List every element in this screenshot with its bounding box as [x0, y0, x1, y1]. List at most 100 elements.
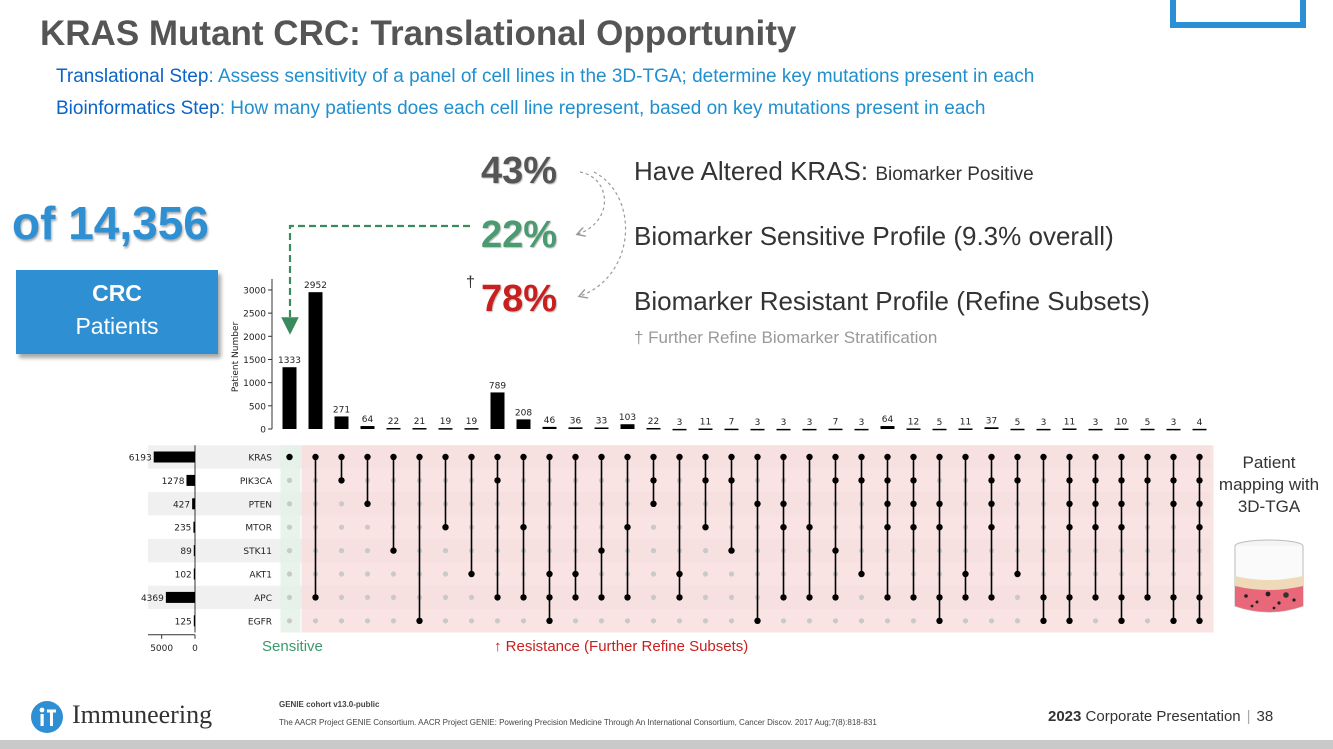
- matrix-dot-filled: [1040, 453, 1047, 461]
- set-size-bar: [192, 498, 195, 510]
- intersection-bar: [984, 427, 999, 429]
- matrix-dot-filled: [416, 617, 423, 624]
- matrix-dot-filled: [832, 594, 839, 601]
- matrix-dot-filled: [494, 453, 501, 461]
- y-tick-label: 1000: [243, 379, 266, 389]
- footer-year: 2023: [1048, 708, 1082, 725]
- matrix-dot-filled: [832, 477, 839, 484]
- intersection-bar-label: 19: [466, 417, 478, 427]
- matrix-dot-empty: [338, 618, 345, 624]
- matrix-dot-empty: [988, 618, 995, 624]
- intersection-bar-label: 3: [859, 418, 865, 428]
- intersection-bar-label: 3: [1041, 418, 1047, 428]
- matrix-dot-empty: [286, 618, 293, 624]
- matrix-dot-filled: [416, 453, 423, 461]
- matrix-dot-filled: [286, 453, 293, 461]
- matrix-dot-filled: [598, 547, 605, 554]
- matrix-dot-filled: [1118, 477, 1125, 484]
- matrix-dot-filled: [806, 594, 813, 601]
- matrix-dot-filled: [1066, 524, 1073, 531]
- matrix-dot-empty: [468, 594, 475, 601]
- matrix-dot-empty: [728, 618, 735, 624]
- intersection-bar: [1192, 428, 1207, 431]
- set-size-tick-label: 0: [192, 644, 198, 654]
- matrix-dot-empty: [728, 571, 735, 577]
- matrix-dot-empty: [832, 618, 839, 624]
- set-size-bar: [193, 521, 195, 533]
- intersection-bar: [698, 428, 713, 430]
- matrix-dot-filled: [1040, 594, 1047, 601]
- matrix-dot-filled: [546, 453, 553, 461]
- matrix-dot-empty: [1014, 618, 1021, 624]
- matrix-dot-filled: [728, 453, 735, 461]
- matrix-dot-filled: [858, 477, 865, 484]
- matrix-dot-filled: [988, 477, 995, 484]
- set-size-label: 427: [173, 500, 190, 510]
- intersection-bar: [490, 392, 505, 429]
- genie-citation: The AACR Project GENIE Consortium. AACR …: [279, 718, 877, 727]
- matrix-dot-filled: [364, 500, 371, 507]
- intersection-bar-label: 22: [388, 417, 399, 427]
- matrix-dot-filled: [468, 570, 475, 578]
- matrix-dot-empty: [442, 548, 449, 554]
- matrix-dot-filled: [884, 453, 891, 461]
- intersection-bar: [1166, 428, 1181, 431]
- matrix-dot-filled: [910, 524, 917, 531]
- kras-altered-percent: 43%: [481, 150, 558, 192]
- matrix-dot-empty: [390, 618, 397, 624]
- matrix-dot-filled: [1118, 594, 1125, 601]
- matrix-dot-filled: [546, 570, 553, 578]
- slide-title: KRAS Mutant CRC: Translational Opportuni…: [40, 14, 797, 53]
- intersection-bar: [386, 427, 401, 430]
- intersection-bar-label: 64: [362, 415, 374, 425]
- matrix-dot-filled: [676, 453, 683, 461]
- matrix-dot-empty: [442, 594, 449, 601]
- intersection-bar: [828, 428, 843, 431]
- matrix-dot-filled: [624, 453, 631, 461]
- sensitive-callout-arrow: [281, 224, 470, 335]
- matrix-dot-filled: [1014, 570, 1021, 578]
- set-size-label: 125: [175, 617, 192, 627]
- matrix-dot-filled: [1170, 617, 1177, 624]
- footer-presentation: 2023 Corporate Presentation | 38: [1048, 708, 1273, 725]
- matrix-dot-empty: [650, 571, 657, 577]
- set-size-tick-label: 5000: [150, 644, 173, 654]
- matrix-dot-empty: [806, 618, 813, 624]
- intersection-bar-label: 21: [414, 417, 425, 427]
- matrix-dot-filled: [988, 594, 995, 601]
- intersection-bar: [880, 426, 895, 429]
- matrix-dot-filled: [572, 594, 579, 601]
- matrix-dot-empty: [312, 618, 319, 624]
- matrix-dot-filled: [806, 524, 813, 531]
- matrix-dot-empty: [910, 618, 917, 624]
- set-label: MTOR: [245, 524, 272, 534]
- set-size-bar: [153, 451, 195, 463]
- intersection-bar-label: 3: [1171, 418, 1177, 428]
- matrix-dot-empty: [338, 501, 345, 507]
- crc-label: CRC: [92, 280, 142, 306]
- matrix-dot-filled: [494, 594, 501, 601]
- matrix-dot-empty: [286, 501, 293, 507]
- y-tick-label: 2000: [243, 333, 266, 343]
- intersection-bar: [906, 428, 921, 430]
- matrix-dot-empty: [884, 618, 891, 624]
- matrix-dot-filled: [858, 570, 865, 578]
- set-size-bar: [193, 615, 195, 627]
- matrix-dot-empty: [650, 618, 657, 624]
- set-size-label: 6193: [129, 454, 152, 464]
- intersection-bar: [464, 428, 479, 430]
- set-label: PTEN: [249, 500, 272, 510]
- matrix-dot-empty: [364, 548, 371, 554]
- intersection-bar-label: 3: [677, 418, 683, 428]
- matrix-dot-filled: [1196, 524, 1203, 531]
- intersection-bar: [750, 428, 765, 431]
- translational-step-label: Translational Step: [56, 66, 209, 87]
- y-tick-label: 0: [260, 426, 266, 436]
- intersection-bar-label: 3: [781, 418, 787, 428]
- matrix-dot-empty: [702, 594, 709, 601]
- matrix-dot-filled: [1066, 453, 1073, 461]
- intersection-bar: [1036, 428, 1051, 431]
- intersection-bar-label: 103: [619, 413, 636, 423]
- intersection-bar: [282, 367, 297, 429]
- kras-altered-text: Have Altered KRAS: Biomarker Positive: [634, 156, 1034, 187]
